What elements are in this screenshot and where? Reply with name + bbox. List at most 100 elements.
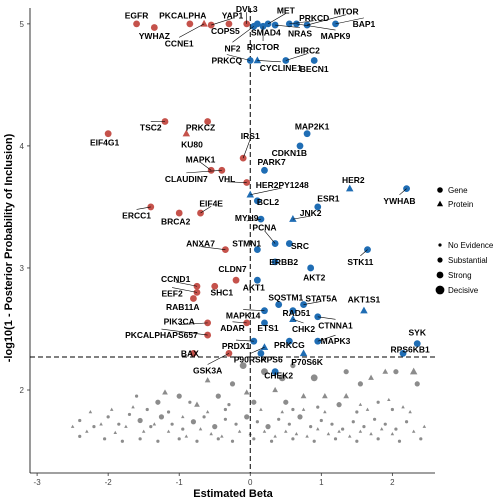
label-leader (257, 60, 281, 63)
nonsignificant-point (419, 437, 423, 441)
nonsignificant-point (244, 414, 250, 420)
nonsignificant-point (336, 402, 342, 408)
nonsignificant-point (284, 429, 288, 433)
label-leader (292, 318, 304, 324)
nonsignificant-point (234, 422, 238, 426)
point-label: BIRC2 (294, 46, 320, 56)
nonsignificant-point (355, 439, 359, 443)
data-point (345, 184, 354, 192)
nonsignificant-point (170, 422, 174, 426)
point-label: CLDN7 (218, 264, 247, 274)
nonsignificant-point (134, 394, 139, 398)
nonsignificant-point (283, 399, 289, 405)
label-leader (292, 215, 311, 220)
nonsignificant-point (190, 419, 197, 425)
nonsignificant-point (376, 437, 380, 441)
nonsignificant-point (291, 437, 295, 441)
point-label: ERBB2 (269, 257, 298, 267)
label-leader (250, 187, 283, 196)
reference-lines (30, 8, 435, 473)
legend-size-label: Strong (448, 271, 472, 280)
nonsignificant-point (280, 410, 284, 414)
data-point (257, 349, 265, 357)
nonsignificant-point (184, 434, 189, 438)
nonsignificant-point (277, 417, 281, 421)
label-leader (200, 246, 226, 250)
nonsignificant-point (85, 429, 89, 433)
point-label: P70S6K (291, 357, 324, 367)
nonsignificant-point (181, 427, 185, 431)
point-label: COPS5 (211, 26, 240, 36)
label-leader (307, 14, 347, 26)
x-tick-label: 1 (319, 478, 324, 487)
label-leader (267, 13, 286, 25)
nonsignificant-point (358, 402, 363, 406)
point-label: MAPK1 (186, 154, 216, 164)
point-label: HER2PY1248 (256, 180, 309, 190)
point-label: PCNA (252, 223, 276, 233)
x-tick-label: -1 (176, 478, 184, 487)
nonsignificant-point (300, 392, 307, 399)
data-point (243, 319, 251, 327)
point-label: SRC (291, 241, 309, 251)
nonsignificant-point (127, 412, 132, 417)
point-label: AKT2 (303, 273, 325, 283)
point-label: STK11 (347, 257, 373, 267)
label-leader (335, 17, 365, 25)
nonsignificant-point (70, 424, 75, 428)
nonsignificant-point (341, 427, 345, 431)
nonsignificant-point (369, 432, 373, 436)
nonsignificant-point (227, 403, 231, 407)
label-leader (211, 18, 233, 26)
nonsignificant-point (216, 437, 220, 441)
point-label: JNK2 (300, 208, 322, 218)
nonsignificant-point (103, 437, 107, 441)
point-label: ESR1 (317, 193, 339, 203)
nonsignificant-point (181, 414, 185, 419)
nonsignificant-point (152, 422, 157, 426)
point-label: MAP2K1 (295, 121, 330, 131)
point-label: CHK2 (292, 324, 315, 334)
point-label: SHC1 (210, 287, 233, 297)
label-leader (246, 218, 261, 222)
label-leader (242, 139, 251, 159)
nonsignificant-point (243, 389, 250, 395)
data-point (150, 24, 158, 31)
nonsignificant-point (223, 417, 227, 421)
point-label: STMN1 (232, 239, 261, 249)
data-point (271, 368, 279, 376)
x-tick-label: -3 (34, 478, 42, 487)
data-point (360, 306, 368, 314)
nonsignificant-point (113, 430, 118, 435)
point-label: MAPK14 (226, 311, 261, 321)
point-label: CTNNA1 (318, 320, 353, 330)
nonsignificant-point (194, 401, 200, 407)
nonsignificant-point (383, 422, 387, 426)
data-point (193, 288, 201, 296)
nonsignificant-point (204, 377, 211, 383)
data-point (289, 307, 297, 315)
point-label: AKT1S1 (348, 295, 381, 305)
label-leader (207, 353, 230, 365)
label-leader (236, 339, 254, 342)
data-point (186, 20, 194, 28)
label-leader (289, 20, 315, 25)
nonsignificant-point (106, 415, 110, 419)
point-label: SQSTM1 (268, 292, 303, 302)
data-point (190, 295, 197, 302)
nonsignificant-point (78, 434, 82, 438)
axes: -3 -2 -1 0 1 2 2 3 4 5 (20, 8, 435, 487)
label-leader (232, 321, 247, 324)
label-leader (296, 23, 336, 31)
nonsignificant-point (261, 368, 268, 376)
label-leader (275, 24, 301, 28)
data-point (225, 349, 233, 357)
data-point (303, 130, 311, 138)
legend-key-size (435, 285, 445, 295)
nonsignificant-point (312, 439, 316, 443)
label-leader (317, 316, 336, 320)
point-label: CYCLINE1 (260, 63, 302, 73)
data-point (253, 246, 261, 254)
nonsignificant-point (316, 427, 320, 431)
nonsignificant-point (309, 425, 313, 429)
